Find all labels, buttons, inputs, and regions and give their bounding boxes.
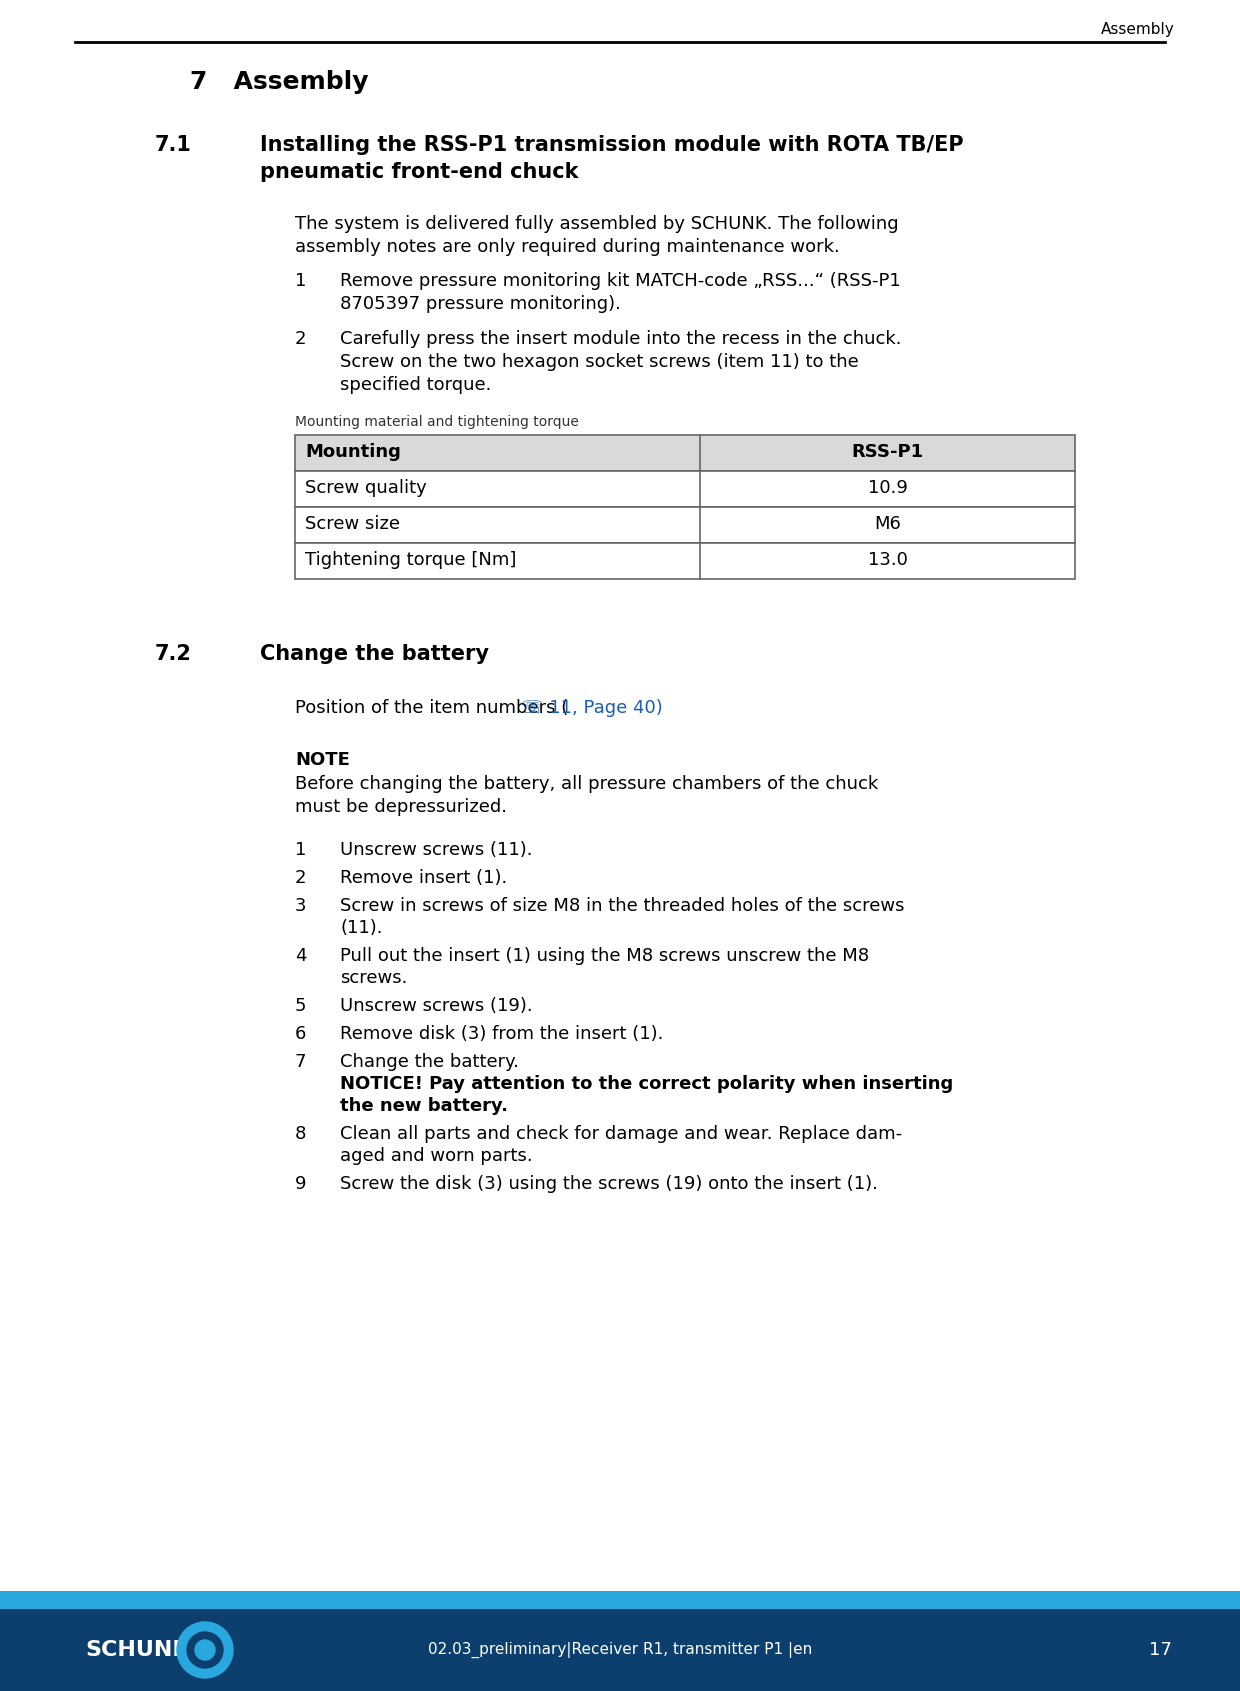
Text: Screw the disk (3) using the screws (19) onto the insert (1).: Screw the disk (3) using the screws (19)… <box>340 1175 878 1192</box>
Text: Screw quality: Screw quality <box>305 479 427 497</box>
Circle shape <box>195 1640 215 1661</box>
Bar <box>295 543 1075 578</box>
Text: 17: 17 <box>1148 1640 1172 1659</box>
Text: 2: 2 <box>295 330 306 348</box>
Bar <box>295 472 1075 507</box>
Text: The system is delivered fully assembled by SCHUNK. The following: The system is delivered fully assembled … <box>295 215 899 233</box>
Text: 5: 5 <box>295 998 306 1015</box>
Text: Screw in screws of size M8 in the threaded holes of the screws: Screw in screws of size M8 in the thread… <box>340 896 904 915</box>
Text: Pull out the insert (1) using the M8 screws unscrew the M8: Pull out the insert (1) using the M8 scr… <box>340 947 869 966</box>
Bar <box>295 435 1075 472</box>
Text: must be depressurized.: must be depressurized. <box>295 798 507 817</box>
Bar <box>0 1610 1240 1691</box>
Text: 7   Assembly: 7 Assembly <box>190 69 368 95</box>
Text: aged and worn parts.: aged and worn parts. <box>340 1146 533 1165</box>
Text: Installing the RSS-P1 transmission module with ROTA TB/EP: Installing the RSS-P1 transmission modul… <box>260 135 963 156</box>
Circle shape <box>187 1632 223 1667</box>
Text: 6: 6 <box>295 1025 306 1043</box>
Circle shape <box>177 1622 233 1677</box>
Bar <box>0 1591 1240 1610</box>
Text: 7: 7 <box>295 1053 306 1070</box>
Text: Change the battery.: Change the battery. <box>340 1053 518 1070</box>
Text: 1: 1 <box>295 840 306 859</box>
Text: 3: 3 <box>295 896 306 915</box>
Text: screws.: screws. <box>340 969 408 988</box>
Text: Screw on the two hexagon socket screws (item 11) to the: Screw on the two hexagon socket screws (… <box>340 353 859 370</box>
Text: pneumatic front-end chuck: pneumatic front-end chuck <box>260 162 579 183</box>
Text: Change the battery: Change the battery <box>260 644 489 665</box>
Text: ☏ 11, Page 40): ☏ 11, Page 40) <box>521 698 662 717</box>
Text: Remove insert (1).: Remove insert (1). <box>340 869 507 888</box>
Bar <box>295 507 1075 543</box>
Text: Mounting material and tightening torque: Mounting material and tightening torque <box>295 414 579 430</box>
Text: (11).: (11). <box>340 918 382 937</box>
Text: 8705397 pressure monitoring).: 8705397 pressure monitoring). <box>340 294 621 313</box>
Text: NOTE: NOTE <box>295 751 350 769</box>
Text: specified torque.: specified torque. <box>340 375 491 394</box>
Text: 9: 9 <box>295 1175 306 1192</box>
Text: assembly notes are only required during maintenance work.: assembly notes are only required during … <box>295 238 839 255</box>
Text: Assembly: Assembly <box>1101 22 1176 37</box>
Text: SCHUNK: SCHUNK <box>86 1640 190 1661</box>
Text: Tightening torque [Nm]: Tightening torque [Nm] <box>305 551 516 568</box>
Text: Unscrew screws (11).: Unscrew screws (11). <box>340 840 532 859</box>
Text: Carefully press the insert module into the recess in the chuck.: Carefully press the insert module into t… <box>340 330 901 348</box>
Text: Unscrew screws (19).: Unscrew screws (19). <box>340 998 533 1015</box>
Text: 13.0: 13.0 <box>868 551 908 568</box>
Text: 02.03_preliminary|Receiver R1, transmitter P1 |en: 02.03_preliminary|Receiver R1, transmitt… <box>428 1642 812 1659</box>
Text: 7.2: 7.2 <box>155 644 192 665</box>
Text: 7.1: 7.1 <box>155 135 192 156</box>
Text: Mounting: Mounting <box>305 443 401 462</box>
Text: 4: 4 <box>295 947 306 966</box>
Text: Remove disk (3) from the insert (1).: Remove disk (3) from the insert (1). <box>340 1025 663 1043</box>
Text: Remove pressure monitoring kit MATCH-code „RSS...“ (RSS-P1: Remove pressure monitoring kit MATCH-cod… <box>340 272 900 289</box>
Text: Screw size: Screw size <box>305 516 401 533</box>
Text: RSS-P1: RSS-P1 <box>852 443 924 462</box>
Text: M6: M6 <box>874 516 901 533</box>
Text: 1: 1 <box>295 272 306 289</box>
Text: 2: 2 <box>295 869 306 888</box>
Text: Position of the item numbers (: Position of the item numbers ( <box>295 698 568 717</box>
Text: 10.9: 10.9 <box>868 479 908 497</box>
Text: Before changing the battery, all pressure chambers of the chuck: Before changing the battery, all pressur… <box>295 774 878 793</box>
Text: Clean all parts and check for damage and wear. Replace dam-: Clean all parts and check for damage and… <box>340 1125 903 1143</box>
Text: the new battery.: the new battery. <box>340 1097 508 1114</box>
Text: 8: 8 <box>295 1125 306 1143</box>
Text: NOTICE! Pay attention to the correct polarity when inserting: NOTICE! Pay attention to the correct pol… <box>340 1075 954 1092</box>
